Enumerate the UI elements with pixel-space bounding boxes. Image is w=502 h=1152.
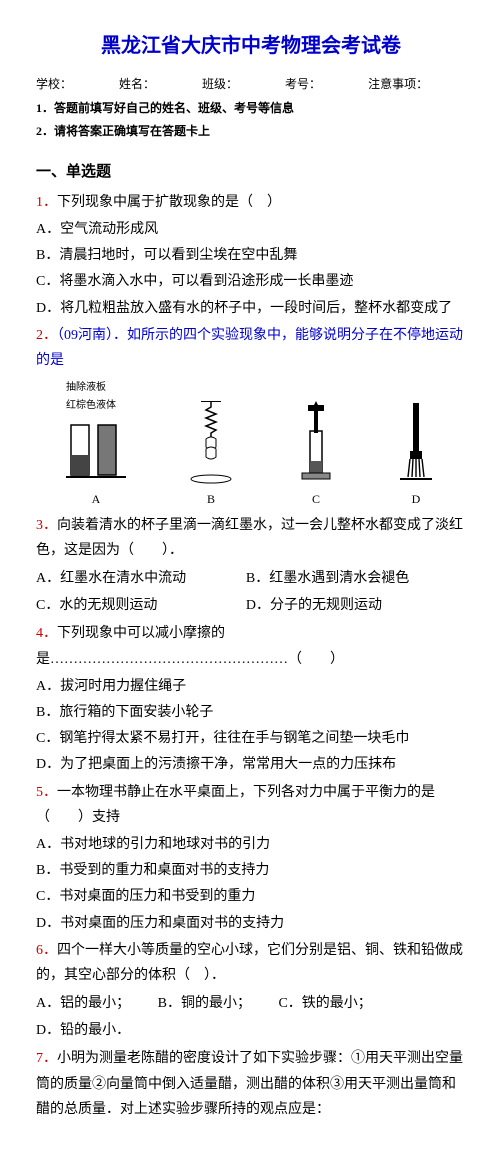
q1-stem: 下列现象中属于扩散现象的是（ ） — [57, 195, 281, 210]
q1-number: 1． — [36, 195, 57, 210]
q1-opt-d: D．将几粒粗盐放入盛有水的杯子中，一段时间后，整杯水都变成了 — [36, 296, 466, 321]
label-class: 班级： — [202, 77, 238, 91]
question-5: 5．一本物理书静止在水平桌面上，下列各对力中属于平衡力的是（ ）支持 — [36, 780, 466, 830]
q6-opt-c: C．铁的最小； — [278, 991, 371, 1016]
question-1: 1．下列现象中属于扩散现象的是（ ） — [36, 190, 466, 215]
q5-opt-a: A．书对地球的引力和地球对书的引力 — [36, 832, 466, 857]
q2-figure-a: 抽除液板 红棕色液体 A — [66, 379, 126, 511]
q4-stem: 下列现象中可以减小摩擦的是……………………………………………（ ） — [36, 626, 344, 666]
label-name: 姓名： — [119, 77, 155, 91]
label-examno: 考号： — [285, 77, 321, 91]
q2-figure-row: 抽除液板 红棕色液体 A B C — [36, 379, 466, 511]
q2-fig-c-label: C — [296, 489, 336, 511]
q5-stem: 一本物理书静止在水平桌面上，下列各对力中属于平衡力的是（ ）支持 — [36, 785, 435, 825]
q1-options: A．空气流动形成风 B．清晨扫地时，可以看到尘埃在空中乱舞 C．将墨水滴入水中，… — [36, 217, 466, 321]
q5-opt-d: D．书对桌面的压力和桌面对书的支持力 — [36, 911, 466, 936]
q6-opt-a: A．铝的最小； — [36, 991, 130, 1016]
q3-stem: 向装着清水的杯子里滴一滴红墨水，过一会儿整杯水都变成了淡红色，这是因为（ ）． — [36, 518, 463, 558]
q6-options: A．铝的最小； B．铜的最小； C．铁的最小； D．铅的最小． — [36, 990, 466, 1044]
q3-options: A．红墨水在清水中流动 B．红墨水遇到清水会褪色 C．水的无规则运动 D．分子的… — [36, 565, 466, 619]
header-fields: 学校： 姓名： 班级： 考号： 注意事项： — [36, 74, 466, 96]
question-6: 6．四个一样大小等质量的空心小球，它们分别是铝、铜、铁和铅做成的，其空心部分的体… — [36, 938, 466, 988]
instruction-1: 1．答题前填写好自己的姓名、班级、考号等信息 — [36, 98, 466, 120]
q4-opt-a: A．拔河时用力握住绳子 — [36, 674, 466, 699]
q5-number: 5． — [36, 785, 57, 800]
q3-number: 3． — [36, 518, 57, 533]
q7-number: 7． — [36, 1051, 57, 1066]
q3-opt-c: C．水的无规则运动 — [36, 593, 242, 618]
q5-opt-b: B．书受到的重力和桌面对书的支持力 — [36, 858, 466, 883]
question-4: 4．下列现象中可以减小摩擦的是……………………………………………（ ） — [36, 621, 466, 671]
q1-opt-c: C．将墨水滴入水中，可以看到沿途形成一长串墨迹 — [36, 269, 466, 294]
label-notice: 注意事项： — [368, 77, 428, 91]
q2-fig-a-annot: 抽除液板 红棕色液体 — [66, 379, 126, 415]
q6-stem: 四个一样大小等质量的空心小球，它们分别是铝、铜、铁和铅做成的，其空心部分的体积（… — [36, 943, 463, 983]
q2-stem: （09河南）．如所示的四个实验现象中，能够说明分子在不停地运动的是 — [36, 328, 463, 368]
q4-options: A．拔河时用力握住绳子 B．旅行箱的下面安装小轮子 C．钢笔拧得太紧不易打开，往… — [36, 674, 466, 778]
q2-figure-b: B — [186, 401, 236, 511]
section-heading-1: 一、单选题 — [36, 159, 466, 186]
q7-stem: 小明为测量老陈醋的密度设计了如下实验步骤：①用天平测出空量筒的质量②向量筒中倒入… — [36, 1051, 463, 1116]
question-2: 2．（09河南）．如所示的四个实验现象中，能够说明分子在不停地运动的是 — [36, 323, 466, 373]
page-title: 黑龙江省大庆市中考物理会考试卷 — [36, 28, 466, 64]
instruction-2: 2．请将答案正确填写在答题卡上 — [36, 121, 466, 143]
q2-figure-d: D — [396, 401, 436, 511]
q3-opt-d: D．分子的无规则运动 — [246, 593, 452, 618]
q4-opt-c: C．钢笔拧得太紧不易打开，往往在手与钢笔之间垫一块毛巾 — [36, 726, 466, 751]
q2-fig-a-label: A — [66, 489, 126, 511]
q6-number: 6． — [36, 943, 57, 958]
q4-opt-d: D．为了把桌面上的污渍擦干净，常常用大一点的力压抹布 — [36, 752, 466, 777]
q2-figure-c: C — [296, 401, 336, 511]
q4-number: 4． — [36, 626, 57, 641]
q3-opt-a: A．红墨水在清水中流动 — [36, 566, 242, 591]
q6-opt-d: D．铅的最小． — [36, 1018, 130, 1043]
q2-fig-b-label: B — [186, 489, 236, 511]
q5-options: A．书对地球的引力和地球对书的引力 B．书受到的重力和桌面对书的支持力 C．书对… — [36, 832, 466, 936]
q3-opt-b: B．红墨水遇到清水会褪色 — [246, 566, 452, 591]
q1-opt-b: B．清晨扫地时，可以看到尘埃在空中乱舞 — [36, 243, 466, 268]
label-school: 学校： — [36, 77, 72, 91]
q5-opt-c: C．书对桌面的压力和书受到的重力 — [36, 884, 466, 909]
question-7: 7．小明为测量老陈醋的密度设计了如下实验步骤：①用天平测出空量筒的质量②向量筒中… — [36, 1046, 466, 1122]
q6-opt-b: B．铜的最小； — [158, 991, 251, 1016]
question-3: 3．向装着清水的杯子里滴一滴红墨水，过一会儿整杯水都变成了淡红色，这是因为（ ）… — [36, 513, 466, 563]
q4-opt-b: B．旅行箱的下面安装小轮子 — [36, 700, 466, 725]
q2-fig-d-label: D — [396, 489, 436, 511]
q2-number: 2． — [36, 328, 57, 343]
q1-opt-a: A．空气流动形成风 — [36, 217, 466, 242]
